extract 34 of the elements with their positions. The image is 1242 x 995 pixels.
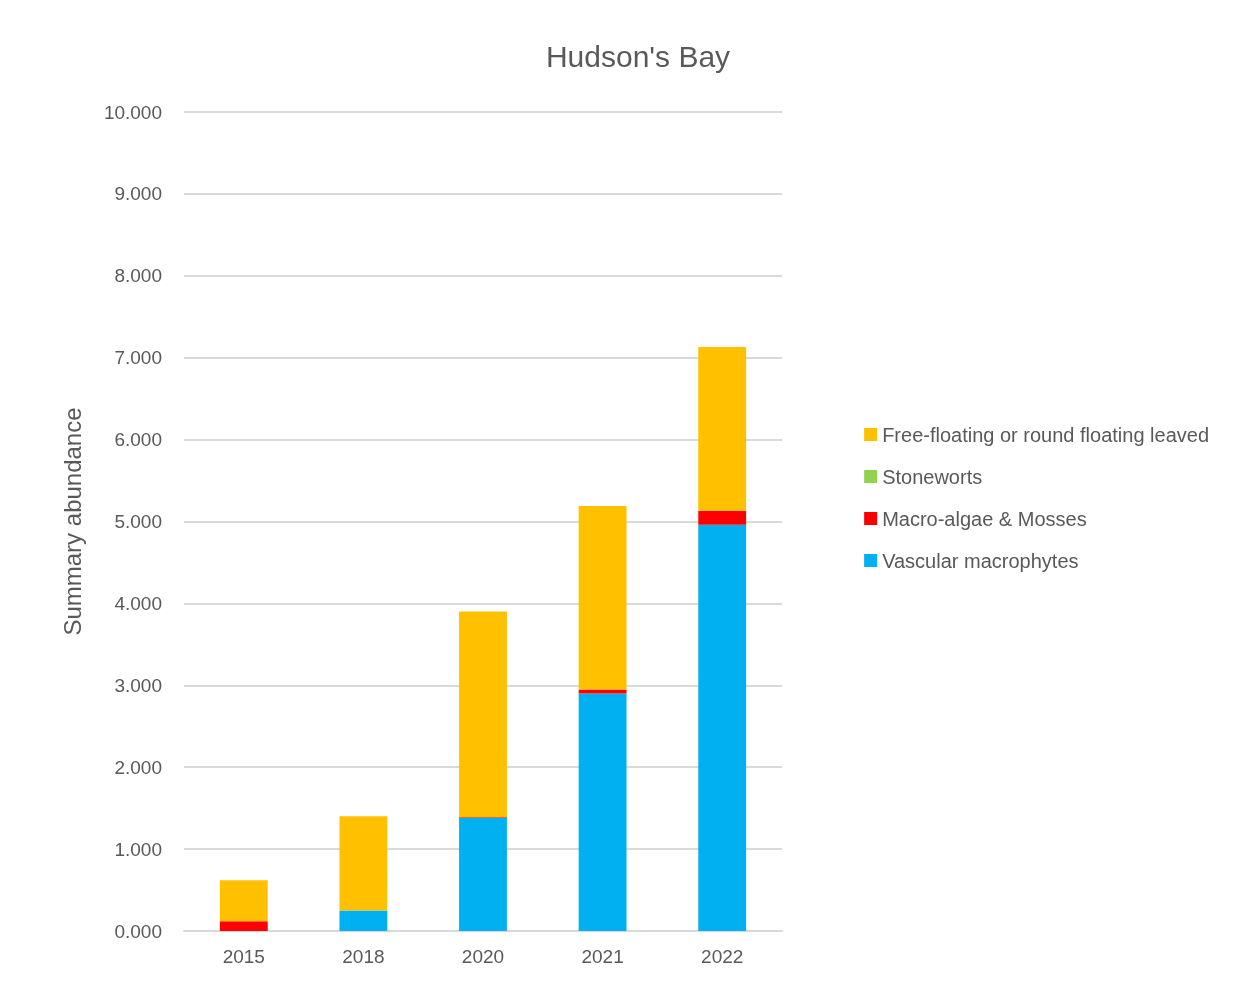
- y-tick-label: 6.000: [114, 429, 162, 451]
- bar: [339, 816, 388, 911]
- y-tick-label: 5.000: [114, 511, 162, 532]
- bar: [219, 921, 268, 931]
- y-tick-label: 2.000: [114, 756, 162, 778]
- legend-label: Stoneworts: [882, 465, 983, 488]
- bar: [459, 611, 507, 818]
- bar: [339, 910, 388, 931]
- bar: [219, 880, 268, 922]
- x-tick-label: 2021: [581, 946, 624, 967]
- y-tick-label: 8.000: [114, 265, 162, 287]
- y-tick-label: 4.000: [114, 592, 162, 614]
- x-tick-label: 2018: [342, 946, 385, 967]
- x-tick-label: 2020: [461, 946, 505, 967]
- y-tick-label: 3.000: [114, 674, 162, 696]
- legend-label: Free-floating or round floating leaved: [882, 423, 1210, 446]
- bar: [698, 347, 747, 511]
- bar: [578, 693, 627, 931]
- bar: [459, 817, 507, 931]
- bar: [578, 505, 627, 690]
- bar: [578, 689, 627, 694]
- y-tick-label: 7.000: [114, 347, 162, 369]
- y-tick-label: 9.000: [114, 183, 162, 205]
- legend-label: Vascular macrophytes: [882, 549, 1079, 572]
- y-tick-label: 1.000: [114, 838, 162, 860]
- chart-title: Hudson's Bay: [545, 39, 731, 73]
- y-tick-label: 10.000: [103, 101, 162, 123]
- bar: [698, 510, 747, 525]
- y-axis-title: Summary abundance: [58, 407, 86, 636]
- x-tick-label: 2015: [222, 946, 265, 967]
- legend-label: Macro-algae & Mosses: [882, 507, 1087, 530]
- bar: [698, 524, 747, 931]
- x-tick-label: 2022: [701, 946, 744, 967]
- y-tick-label: 0.000: [114, 920, 162, 942]
